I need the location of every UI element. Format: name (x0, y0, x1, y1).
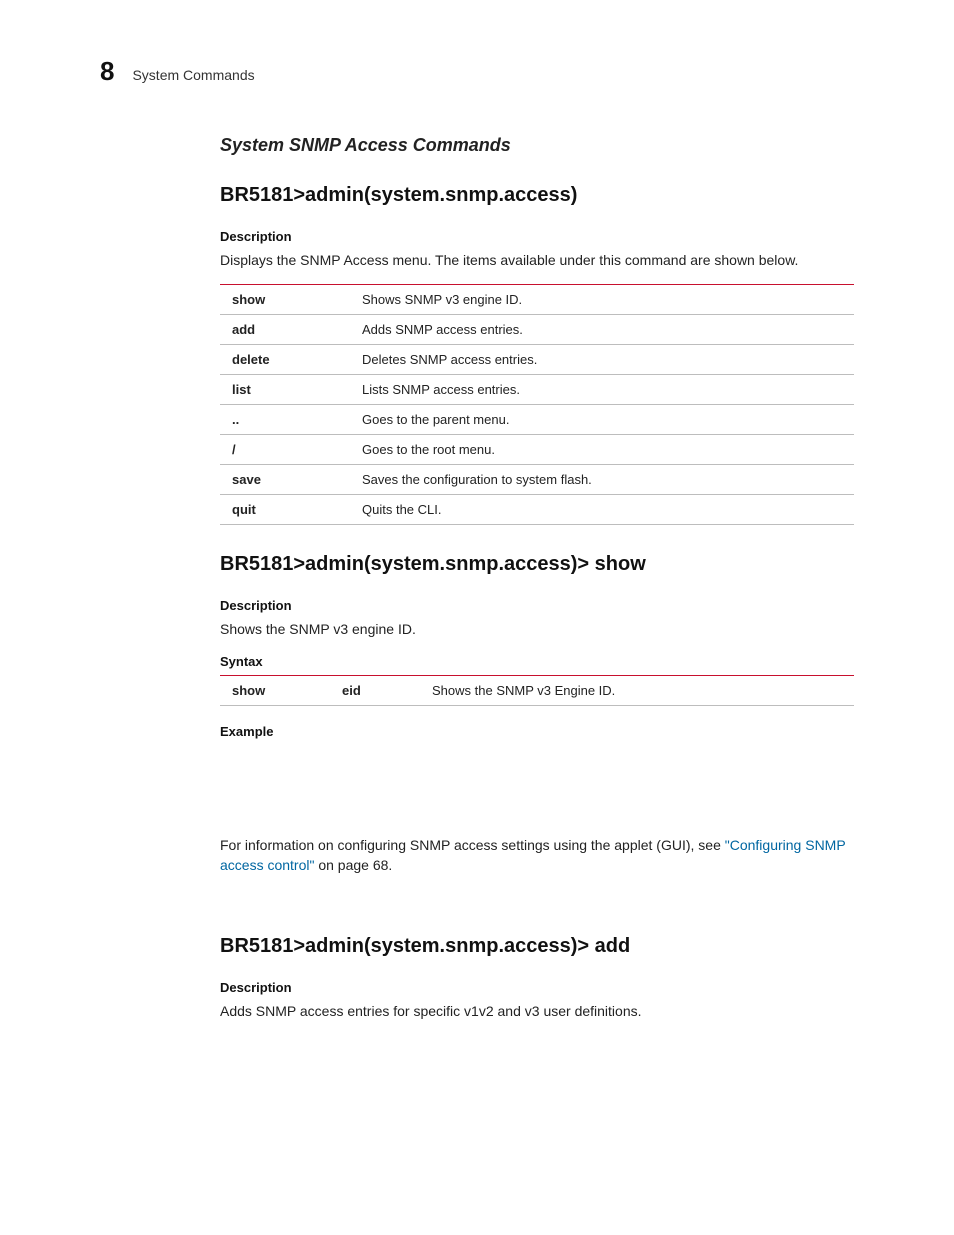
example-label: Example (220, 724, 854, 739)
table-row: show Shows SNMP v3 engine ID. (220, 285, 854, 315)
description-label: Description (220, 229, 854, 244)
cmd-key: save (220, 465, 350, 495)
description-label: Description (220, 980, 854, 995)
command-heading-access: BR5181>admin(system.snmp.access) (220, 184, 854, 207)
cmd-desc: Shows SNMP v3 engine ID. (350, 285, 854, 315)
table-row: .. Goes to the parent menu. (220, 405, 854, 435)
page-header: 8 System Commands (100, 56, 854, 87)
cmd-key: add (220, 315, 350, 345)
cmd-key: delete (220, 345, 350, 375)
example-placeholder (220, 745, 854, 835)
table-row: delete Deletes SNMP access entries. (220, 345, 854, 375)
chapter-title: System Commands (132, 67, 254, 83)
syntax-desc: Shows the SNMP v3 Engine ID. (420, 675, 854, 705)
cmd-key: show (220, 285, 350, 315)
syntax-arg: eid (330, 675, 420, 705)
table-row: show eid Shows the SNMP v3 Engine ID. (220, 675, 854, 705)
cmd-key: list (220, 375, 350, 405)
cmd-desc: Goes to the parent menu. (350, 405, 854, 435)
cmd-desc: Adds SNMP access entries. (350, 315, 854, 345)
reference-suffix: on page 68. (314, 857, 392, 873)
table-row: add Adds SNMP access entries. (220, 315, 854, 345)
description-text: Shows the SNMP v3 engine ID. (220, 619, 854, 639)
command-heading-add: BR5181>admin(system.snmp.access)> add (220, 935, 854, 958)
cmd-desc: Deletes SNMP access entries. (350, 345, 854, 375)
reference-text: For information on configuring SNMP acce… (220, 835, 854, 876)
cmd-key: .. (220, 405, 350, 435)
cmd-desc: Saves the configuration to system flash. (350, 465, 854, 495)
syntax-cmd: show (220, 675, 330, 705)
table-row: / Goes to the root menu. (220, 435, 854, 465)
cmd-desc: Goes to the root menu. (350, 435, 854, 465)
description-text: Adds SNMP access entries for specific v1… (220, 1001, 854, 1021)
table-row: save Saves the configuration to system f… (220, 465, 854, 495)
command-table: show Shows SNMP v3 engine ID. add Adds S… (220, 284, 854, 525)
description-label: Description (220, 598, 854, 613)
reference-prefix: For information on configuring SNMP acce… (220, 837, 725, 853)
chapter-number: 8 (100, 56, 114, 87)
cmd-desc: Lists SNMP access entries. (350, 375, 854, 405)
command-heading-show: BR5181>admin(system.snmp.access)> show (220, 553, 854, 576)
cmd-key: quit (220, 495, 350, 525)
table-row: quit Quits the CLI. (220, 495, 854, 525)
section-title: System SNMP Access Commands (220, 135, 854, 156)
cmd-key: / (220, 435, 350, 465)
description-text: Displays the SNMP Access menu. The items… (220, 250, 854, 270)
syntax-table: show eid Shows the SNMP v3 Engine ID. (220, 675, 854, 706)
table-row: list Lists SNMP access entries. (220, 375, 854, 405)
syntax-label: Syntax (220, 654, 854, 669)
cmd-desc: Quits the CLI. (350, 495, 854, 525)
